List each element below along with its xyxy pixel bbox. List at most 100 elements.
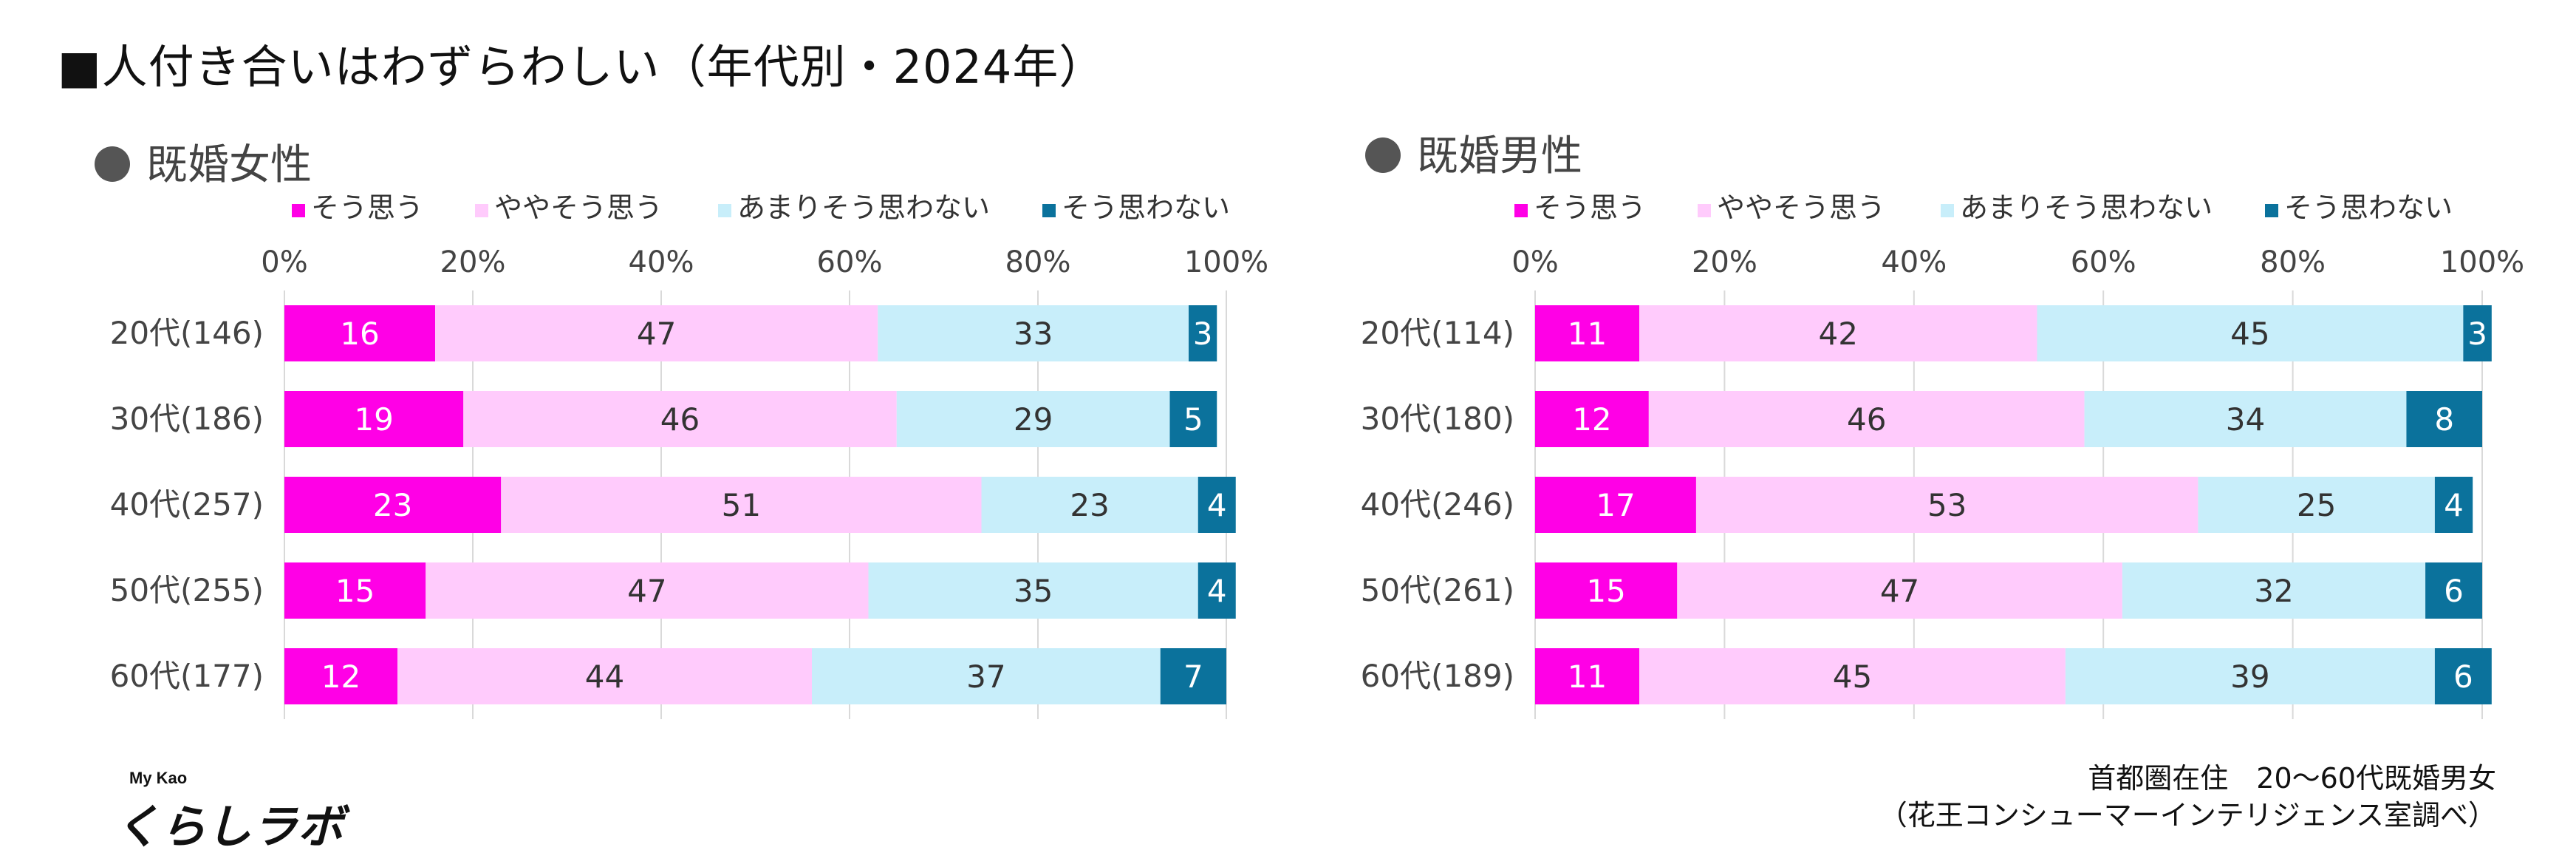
data-label-women-3-2: 35	[1014, 573, 1053, 609]
bar-segment-men-0-1	[1639, 305, 2037, 361]
bar-segment-women-4-0	[284, 648, 397, 704]
panel-title-men-text: 既婚男性	[1417, 132, 1582, 180]
legend-swatch-men-3	[2265, 204, 2278, 217]
bar-segment-men-3-2	[2122, 562, 2426, 619]
data-label-women-1-3: 5	[1183, 401, 1203, 438]
x-tick-label-men-3: 60%	[2071, 245, 2136, 279]
panel-title-women: 既婚女性	[95, 132, 312, 191]
data-label-women-0-3: 3	[1193, 316, 1213, 352]
data-label-men-2-2: 25	[2297, 487, 2336, 523]
bar-segment-women-1-3	[1169, 391, 1217, 447]
data-label-men-3-0: 15	[1586, 573, 1625, 609]
bar-segment-men-2-0	[1535, 477, 1696, 533]
data-label-women-0-1: 47	[637, 316, 676, 352]
data-label-men-1-2: 34	[2226, 401, 2265, 438]
bar-segment-women-0-1	[435, 305, 878, 361]
data-label-men-0-3: 3	[2467, 316, 2487, 352]
bar-segment-women-3-2	[868, 562, 1198, 619]
bar-segment-women-2-2	[981, 477, 1198, 533]
bar-segment-men-2-2	[2198, 477, 2435, 533]
logo-top-text: My Kao	[129, 769, 188, 787]
data-label-men-0-0: 11	[1568, 316, 1607, 352]
data-label-women-4-1: 44	[585, 659, 624, 695]
x-tick-label-women-3: 60%	[817, 245, 883, 279]
category-label-men-3: 50代(261)	[1361, 572, 1514, 608]
bar-segment-men-3-0	[1535, 562, 1678, 619]
bar-segment-men-0-3	[2463, 305, 2492, 361]
brand-logo: My Kao くらしラボ	[115, 769, 344, 854]
x-tick-label-women-1: 20%	[440, 245, 506, 279]
data-label-men-1-1: 46	[1847, 401, 1886, 438]
data-label-women-3-3: 4	[1207, 573, 1227, 609]
category-label-women-0: 20代(146)	[110, 315, 264, 351]
data-label-women-2-3: 4	[1207, 487, 1227, 523]
legend-label-women-3: そう思わない	[1062, 191, 1230, 224]
bar-segment-men-0-0	[1535, 305, 1640, 361]
category-label-men-1: 30代(180)	[1361, 401, 1514, 437]
legend-label-women-0: そう思う	[311, 191, 423, 224]
x-tick-label-men-1: 20%	[1692, 245, 1757, 279]
category-label-men-4: 60代(189)	[1361, 658, 1514, 694]
bar-segment-men-1-2	[2084, 391, 2407, 447]
bar-segment-men-2-1	[1695, 477, 2199, 533]
bar-segment-women-0-3	[1189, 305, 1217, 361]
data-label-women-4-2: 37	[966, 659, 1005, 695]
category-label-women-4: 60代(177)	[110, 658, 264, 694]
x-tick-label-men-4: 80%	[2260, 245, 2326, 279]
bar-segment-women-0-2	[878, 305, 1189, 361]
data-label-men-0-2: 45	[2230, 316, 2269, 352]
bar-segment-women-4-3	[1160, 648, 1226, 704]
x-tick-label-women-4: 80%	[1005, 245, 1071, 279]
legend-label-women-1: ややそう思う	[494, 191, 663, 224]
bar-segment-women-1-0	[284, 391, 464, 447]
bullet-dot-icon	[1365, 137, 1401, 173]
data-label-women-4-3: 7	[1183, 659, 1203, 695]
bar-segment-women-3-3	[1198, 562, 1236, 619]
data-label-men-2-3: 4	[2444, 487, 2464, 523]
x-tick-label-women-2: 40%	[629, 245, 694, 279]
x-tick-label-men-5: 100%	[2440, 245, 2524, 279]
category-label-women-1: 30代(186)	[110, 401, 264, 437]
bar-segment-women-1-1	[463, 391, 897, 447]
data-label-women-3-0: 15	[335, 573, 375, 609]
data-label-men-3-1: 47	[1880, 573, 1919, 609]
category-label-women-2: 40代(257)	[110, 486, 264, 523]
bullet-dot-icon	[95, 146, 130, 182]
data-label-women-1-1: 46	[660, 401, 700, 438]
legend-swatch-men-2	[1941, 204, 1954, 217]
data-label-women-3-1: 47	[627, 573, 666, 609]
logo-main-text: くらしラボ	[115, 800, 344, 854]
data-label-men-0-1: 42	[1819, 316, 1858, 352]
bar-segment-women-2-1	[501, 477, 982, 533]
footnote-line-2: （花王コンシューマーインテリジェンス室調べ）	[1879, 799, 2496, 832]
legend-swatch-men-0	[1514, 204, 1528, 217]
data-label-men-1-3: 8	[2434, 401, 2454, 438]
legend-label-men-0: そう思う	[1534, 191, 1646, 224]
page-title: ■人付き合いはわずらわしい（年代別・2024年）	[58, 40, 1106, 94]
category-label-women-3: 50代(255)	[110, 572, 264, 608]
data-label-women-2-0: 23	[373, 487, 412, 523]
bar-segment-men-1-3	[2406, 391, 2482, 447]
data-label-women-0-2: 33	[1014, 316, 1053, 352]
bar-segment-women-4-1	[397, 648, 812, 704]
legend-label-men-3: そう思わない	[2284, 191, 2453, 224]
legend-swatch-men-1	[1698, 204, 1711, 217]
data-label-women-4-0: 12	[321, 659, 361, 695]
bar-segment-women-0-0	[284, 305, 435, 361]
data-label-women-1-2: 29	[1014, 401, 1053, 438]
data-label-women-0-0: 16	[340, 316, 379, 352]
data-label-men-4-1: 45	[1833, 659, 1872, 695]
legend-swatch-women-2	[718, 204, 731, 217]
panel-title-women-text: 既婚女性	[146, 141, 312, 189]
legend-label-women-2: あまりそう思わない	[737, 191, 990, 224]
bar-segment-men-4-3	[2434, 648, 2492, 704]
data-label-men-3-2: 32	[2254, 573, 2293, 609]
bar-segment-women-2-3	[1198, 477, 1236, 533]
data-label-men-3-3: 6	[2444, 573, 2464, 609]
x-tick-label-women-5: 100%	[1184, 245, 1268, 279]
legend-swatch-women-0	[292, 204, 305, 217]
legend-label-men-1: ややそう思う	[1717, 191, 1885, 224]
bar-segment-women-2-0	[284, 477, 502, 533]
bar-segment-men-0-2	[2037, 305, 2464, 361]
